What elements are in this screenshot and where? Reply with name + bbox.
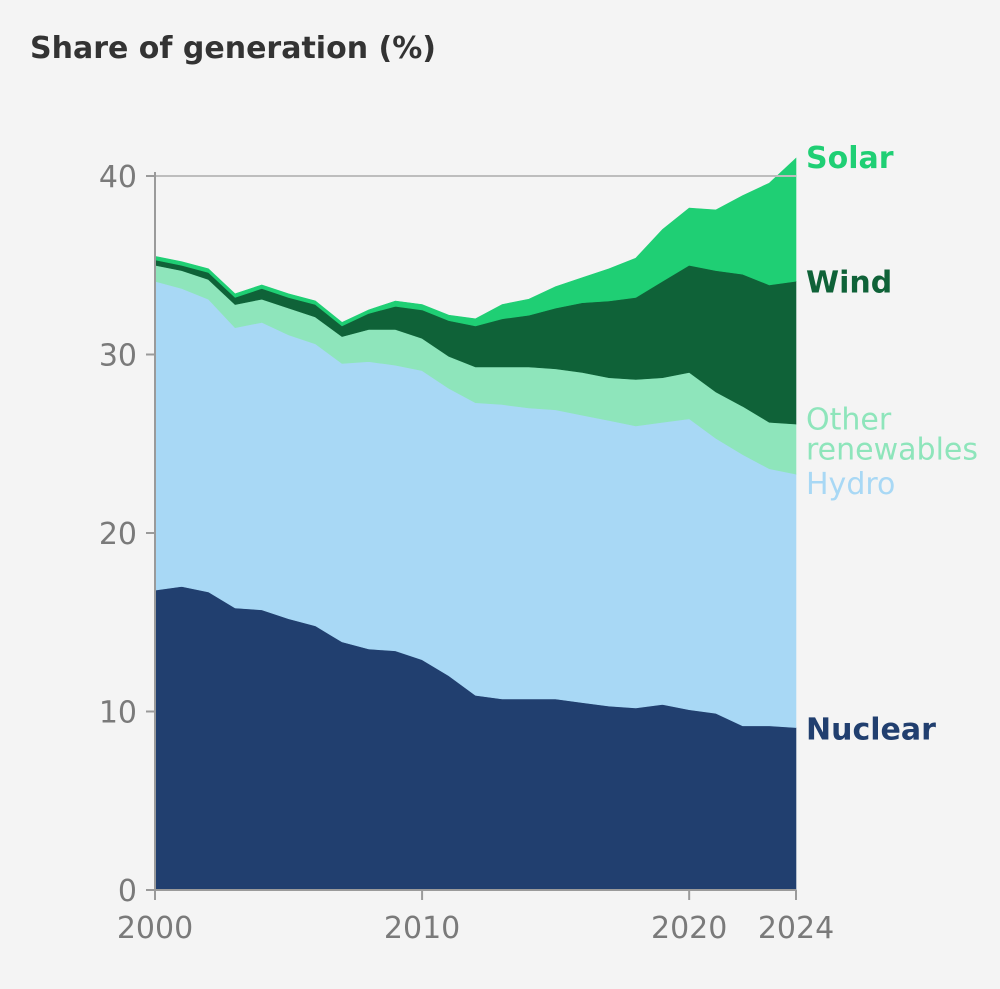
x-tick-label: 2010 (384, 911, 460, 946)
area-layers (154, 157, 797, 891)
series-label-line: Solar (806, 141, 894, 176)
series-label-solar: Solar (806, 141, 894, 176)
series-label-other-renewables: Other renewables (806, 403, 978, 468)
x-tick-label: 2000 (117, 911, 193, 946)
y-tick-label: 20 (99, 517, 137, 552)
series-label-line: renewables (806, 433, 978, 468)
series-label-line: Wind (806, 265, 892, 300)
chart-title: Share of generation (%) (30, 31, 436, 66)
axes: 0 10 20 30 40 2000 2010 2020 2024 (99, 160, 834, 946)
series-label-hydro: Hydro (806, 467, 895, 502)
y-tick-label: 30 (99, 339, 137, 374)
y-tick-label: 10 (99, 696, 137, 731)
series-label-nuclear: Nuclear (806, 713, 936, 748)
y-tick-label: 40 (99, 160, 137, 195)
y-tick-label: 0 (118, 874, 137, 909)
series-label-line: Nuclear (806, 713, 936, 748)
x-tick-label: 2024 (758, 911, 834, 946)
series-label-line: Hydro (806, 467, 895, 502)
series-label-line: Other (806, 403, 892, 438)
area-solar (154, 157, 797, 327)
series-label-wind: Wind (806, 265, 892, 300)
x-tick-label: 2020 (651, 911, 727, 946)
